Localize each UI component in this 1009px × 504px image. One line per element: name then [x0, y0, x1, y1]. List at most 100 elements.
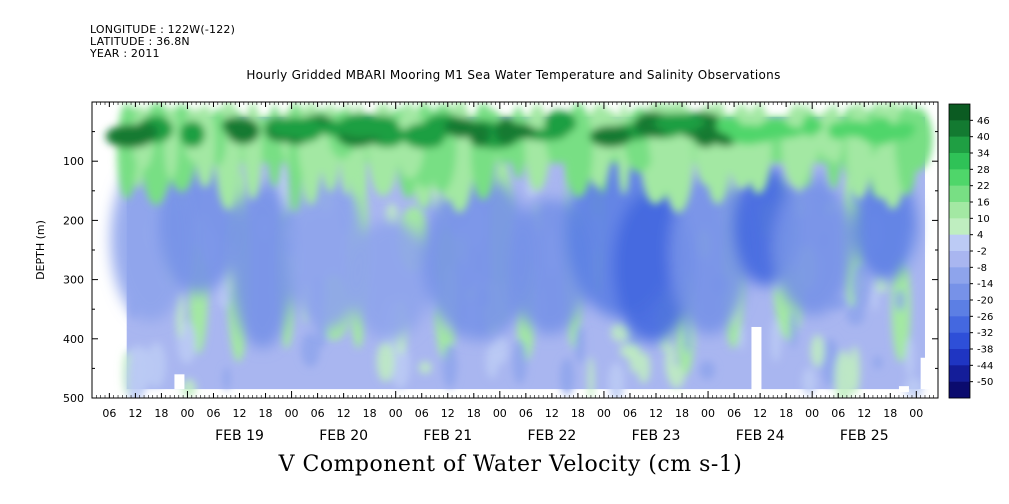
- x-tick-label: 06: [415, 407, 429, 420]
- x-tick-label: 06: [102, 407, 116, 420]
- x-tick-label: 00: [493, 407, 507, 420]
- field-blob: [442, 343, 458, 389]
- field-blob: [810, 334, 825, 368]
- colorbar-tick-label: 22: [977, 181, 990, 192]
- x-day-label: FEB 19: [215, 428, 264, 444]
- x-tick-label: 06: [727, 407, 741, 420]
- field-blob: [905, 337, 915, 378]
- field-blob: [130, 123, 159, 140]
- colorbar-tick-label: -26: [977, 312, 993, 323]
- field-blob: [291, 117, 323, 142]
- field-blob: [267, 105, 282, 188]
- field-blob: [320, 120, 347, 137]
- field-blob: [422, 176, 534, 341]
- x-tick-label: 12: [337, 407, 351, 420]
- y-axis-label: DEPTH (m): [34, 220, 47, 280]
- field-blob: [802, 367, 817, 396]
- x-tick-label: 18: [154, 407, 168, 420]
- colorbar-tick-label: 16: [977, 198, 990, 209]
- field-blob: [126, 353, 145, 398]
- x-tick-label: 12: [128, 407, 142, 420]
- x-tick-label: 12: [753, 407, 767, 420]
- x-tick-label: 12: [857, 407, 871, 420]
- variable-title: V Component of Water Velocity (cm s-1): [278, 452, 743, 477]
- colorbar-swatch: [949, 365, 970, 382]
- colorbar-tick-label: -38: [977, 345, 993, 356]
- field-blob: [418, 361, 432, 374]
- field-blob: [158, 157, 239, 294]
- x-day-label: FEB 23: [632, 428, 681, 444]
- latitude-label: LATITUDE : 36.8N: [90, 35, 190, 48]
- colorbar-tick-label: -8: [977, 263, 987, 274]
- field-blob: [524, 104, 550, 191]
- colorbar-tick-label: 40: [977, 132, 990, 143]
- colorbar-tick-label: -50: [977, 377, 993, 388]
- field-blob: [851, 263, 870, 311]
- x-tick-label: 06: [831, 407, 845, 420]
- colorbar-swatch: [949, 332, 970, 350]
- heatmap-field: [105, 102, 933, 398]
- x-tick-label: 00: [180, 407, 194, 420]
- field-blob: [738, 325, 745, 351]
- axes: 100 200 300 400 500 06 12 18 00 06 12 18 00 06 12 18 00 0…: [63, 102, 939, 444]
- colorbar-swatch: [949, 153, 970, 170]
- x-tick-label: 18: [571, 407, 585, 420]
- field-blob: [194, 105, 216, 188]
- x-tick-label: 06: [311, 407, 325, 420]
- x-day-label: FEB 25: [840, 428, 889, 444]
- x-tick-label: 18: [467, 407, 481, 420]
- field-blob: [179, 121, 206, 148]
- missing-data-gap: [920, 357, 931, 390]
- x-tick-label: 18: [363, 407, 377, 420]
- field-blob: [657, 118, 689, 131]
- field-blob: [846, 103, 872, 200]
- x-tick-label: 06: [623, 407, 637, 420]
- field-blob: [181, 379, 197, 398]
- colorbar-tick-label: -32: [977, 328, 993, 339]
- field-blob: [176, 290, 184, 339]
- x-tick-label: 00: [701, 407, 715, 420]
- longitude-label: LONGITUDE : 122W(-122): [90, 23, 236, 36]
- colorbar-swatch: [949, 267, 970, 284]
- field-blob: [637, 351, 651, 384]
- missing-data-gap: [751, 326, 762, 393]
- field-blob: [164, 106, 178, 180]
- x-tick-label: 18: [259, 407, 273, 420]
- x-day-label: FEB 21: [423, 428, 472, 444]
- field-blob: [665, 343, 676, 380]
- field-blob: [300, 332, 320, 368]
- colorbar-tick-label: 28: [977, 165, 990, 176]
- x-tick-label: 18: [779, 407, 793, 420]
- surface-band: [105, 102, 933, 213]
- field-blob: [611, 322, 630, 342]
- colorbar-swatch: [949, 136, 970, 154]
- field-blob: [834, 350, 853, 398]
- field-blob: [146, 342, 166, 389]
- field-blob: [492, 335, 509, 365]
- field-blob: [585, 105, 612, 188]
- colorbar-swatch: [949, 316, 970, 333]
- field-blob: [376, 340, 395, 382]
- colorbar-swatch: [949, 202, 970, 219]
- field-broad: [110, 144, 918, 349]
- colorbar-swatch: [949, 185, 970, 203]
- year-label: YEAR : 2011: [90, 47, 160, 60]
- x-tick-label: 06: [519, 407, 533, 420]
- field-blob: [587, 356, 595, 398]
- colorbar-swatch: [949, 169, 970, 186]
- colorbar-tick-label: 34: [977, 149, 990, 160]
- field-blob: [402, 122, 446, 149]
- field-blob: [608, 362, 625, 398]
- colorbar-tick-label: 46: [977, 116, 990, 127]
- colorbar-tick-label: -14: [977, 279, 993, 290]
- x-day-label: FEB 24: [736, 428, 785, 444]
- chart-title: Hourly Gridded MBARI Mooring M1 Sea Wate…: [246, 68, 781, 82]
- field-blob: [895, 289, 905, 311]
- colorbar-swatch: [949, 251, 970, 268]
- colorbar-swatch: [949, 283, 970, 301]
- missing-data-gap: [898, 386, 909, 393]
- field-blob: [871, 286, 879, 311]
- field-blob: [693, 125, 718, 148]
- field-blob: [337, 113, 387, 138]
